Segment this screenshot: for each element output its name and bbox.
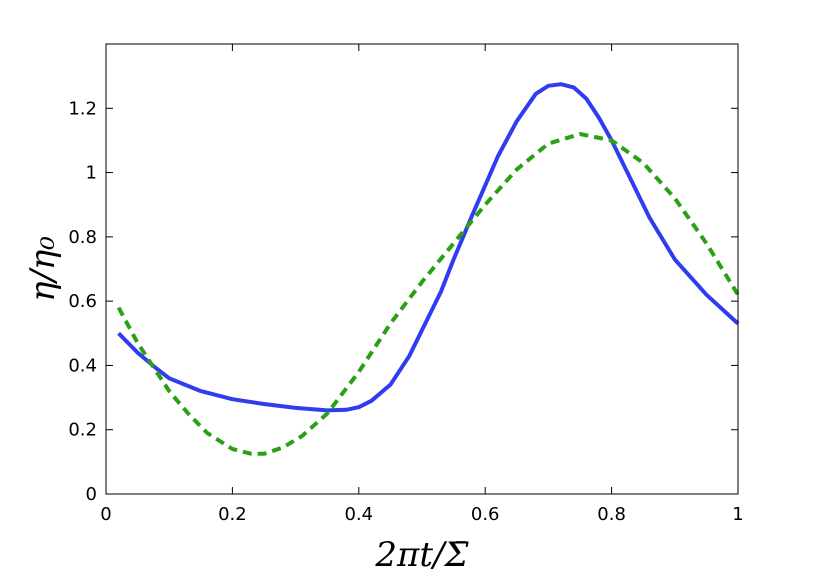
x-axis-ticks: 0 0.2 0.4 0.6 0.8 1 bbox=[100, 44, 744, 525]
y-tick-label: 0.2 bbox=[68, 420, 97, 441]
x-tick-label: 0.6 bbox=[471, 504, 500, 525]
plot-frame bbox=[105, 43, 739, 495]
x-tick-label: 0.4 bbox=[344, 504, 373, 525]
series-layer bbox=[116, 82, 740, 456]
x-tick-label: 1 bbox=[732, 504, 743, 525]
y-tick-label: 0.4 bbox=[68, 355, 97, 376]
y-tick-label: 0.8 bbox=[68, 227, 97, 248]
y-tick-label: 0 bbox=[86, 484, 97, 505]
y-tick-label: 1 bbox=[86, 163, 97, 184]
x-axis-label: 2πt/Σ̄ bbox=[374, 535, 469, 575]
y-axis-label: η/η₀ bbox=[23, 236, 63, 302]
series-line-2 bbox=[116, 132, 740, 456]
y-axis-ticks: 0 0.2 0.4 0.6 0.8 1 1.2 bbox=[68, 98, 738, 505]
series-line-1 bbox=[117, 82, 740, 413]
x-tick-label: 0 bbox=[100, 504, 111, 525]
y-tick-label: 0.6 bbox=[68, 291, 97, 312]
y-tick-label: 1.2 bbox=[68, 98, 97, 119]
x-tick-label: 0.2 bbox=[218, 504, 247, 525]
x-tick-label: 0.8 bbox=[597, 504, 626, 525]
